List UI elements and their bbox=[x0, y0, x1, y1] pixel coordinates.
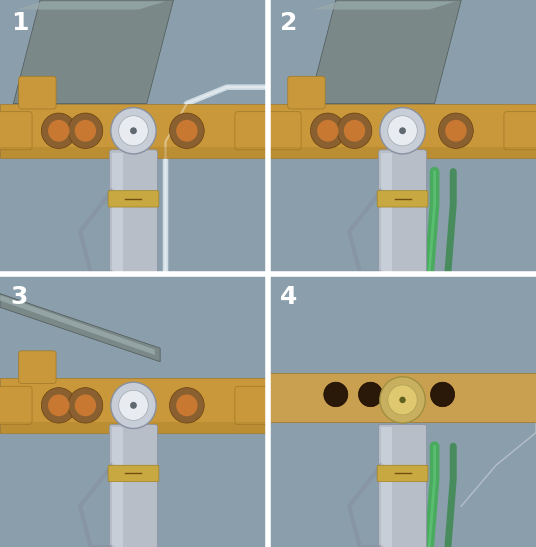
FancyBboxPatch shape bbox=[235, 112, 272, 150]
FancyBboxPatch shape bbox=[109, 424, 158, 547]
Circle shape bbox=[118, 116, 148, 146]
FancyBboxPatch shape bbox=[264, 112, 301, 150]
Polygon shape bbox=[0, 295, 155, 355]
FancyBboxPatch shape bbox=[108, 465, 159, 481]
FancyBboxPatch shape bbox=[288, 76, 325, 109]
Circle shape bbox=[310, 113, 345, 148]
FancyBboxPatch shape bbox=[0, 112, 32, 150]
Text: 2: 2 bbox=[280, 11, 297, 35]
FancyBboxPatch shape bbox=[112, 153, 123, 272]
Circle shape bbox=[438, 113, 473, 148]
Polygon shape bbox=[0, 147, 267, 158]
FancyBboxPatch shape bbox=[0, 386, 32, 424]
FancyBboxPatch shape bbox=[269, 373, 536, 422]
Circle shape bbox=[430, 382, 455, 407]
FancyBboxPatch shape bbox=[19, 351, 56, 383]
Circle shape bbox=[388, 385, 417, 415]
Polygon shape bbox=[0, 294, 160, 362]
Polygon shape bbox=[0, 422, 267, 433]
FancyBboxPatch shape bbox=[381, 427, 392, 547]
Circle shape bbox=[445, 120, 467, 142]
Circle shape bbox=[75, 120, 96, 142]
FancyBboxPatch shape bbox=[269, 103, 536, 158]
Text: 4: 4 bbox=[280, 286, 297, 310]
FancyBboxPatch shape bbox=[378, 150, 427, 275]
Circle shape bbox=[380, 108, 425, 154]
Polygon shape bbox=[16, 1, 166, 9]
Circle shape bbox=[111, 382, 156, 428]
Circle shape bbox=[359, 382, 383, 407]
FancyBboxPatch shape bbox=[377, 191, 428, 207]
Circle shape bbox=[399, 397, 406, 403]
FancyBboxPatch shape bbox=[19, 76, 56, 109]
FancyBboxPatch shape bbox=[0, 103, 267, 158]
Circle shape bbox=[317, 120, 338, 142]
Polygon shape bbox=[309, 0, 461, 103]
Circle shape bbox=[399, 127, 406, 134]
Text: 3: 3 bbox=[11, 286, 28, 310]
Circle shape bbox=[41, 388, 76, 423]
Polygon shape bbox=[13, 0, 174, 103]
Circle shape bbox=[344, 120, 365, 142]
FancyBboxPatch shape bbox=[0, 378, 267, 433]
FancyBboxPatch shape bbox=[381, 153, 392, 272]
FancyBboxPatch shape bbox=[377, 465, 428, 481]
Circle shape bbox=[75, 394, 96, 416]
Circle shape bbox=[169, 113, 204, 148]
Circle shape bbox=[118, 391, 148, 421]
Circle shape bbox=[130, 402, 137, 409]
FancyBboxPatch shape bbox=[109, 150, 158, 275]
FancyBboxPatch shape bbox=[108, 191, 159, 207]
Circle shape bbox=[169, 388, 204, 423]
Circle shape bbox=[41, 113, 76, 148]
FancyBboxPatch shape bbox=[378, 424, 427, 547]
Circle shape bbox=[111, 108, 156, 154]
Circle shape bbox=[48, 394, 69, 416]
FancyBboxPatch shape bbox=[112, 427, 123, 547]
FancyBboxPatch shape bbox=[504, 112, 536, 150]
Circle shape bbox=[176, 120, 198, 142]
Circle shape bbox=[388, 116, 418, 146]
Circle shape bbox=[324, 382, 348, 407]
Polygon shape bbox=[312, 1, 456, 9]
Circle shape bbox=[337, 113, 372, 148]
Circle shape bbox=[48, 120, 69, 142]
FancyBboxPatch shape bbox=[235, 386, 272, 424]
Circle shape bbox=[130, 127, 137, 134]
Text: 1: 1 bbox=[11, 11, 28, 35]
Circle shape bbox=[68, 388, 103, 423]
Polygon shape bbox=[269, 147, 536, 158]
Circle shape bbox=[176, 394, 198, 416]
Circle shape bbox=[68, 113, 103, 148]
Circle shape bbox=[380, 377, 425, 423]
